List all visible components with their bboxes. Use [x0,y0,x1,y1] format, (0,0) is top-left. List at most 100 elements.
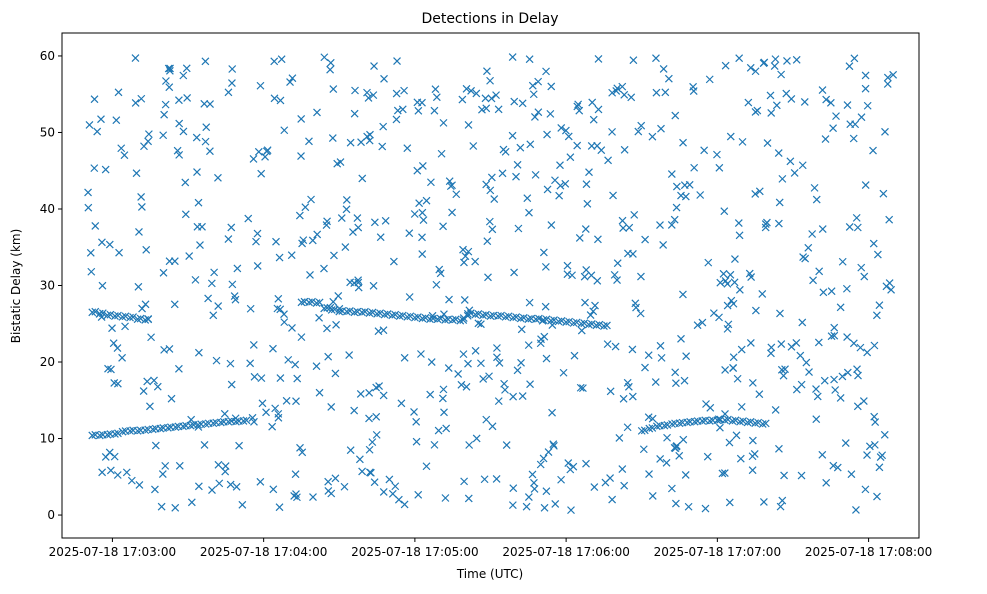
noise-detection-point [157,502,166,511]
noise-detection-point [460,477,469,486]
track-detection-point [459,316,468,325]
noise-detection-point [636,309,645,318]
noise-detection-point [543,185,552,194]
track-detection-point [350,308,359,317]
noise-detection-point [849,339,858,348]
noise-detection-point [672,442,681,451]
track-detection-point [144,315,153,324]
noise-detection-point [865,442,874,451]
noise-detection-point [703,452,712,461]
noise-detection-point [843,101,852,110]
noise-detection-point [854,371,862,380]
noise-detection-point [269,344,277,353]
noise-detection-point [696,191,705,199]
noise-detection-point [549,441,558,450]
noise-detection-point [603,340,612,349]
noise-detection-point [147,333,156,342]
noise-detection-point [526,140,535,149]
noise-detection-point [474,319,483,328]
noise-detection-point [574,100,583,109]
noise-detection-point [122,468,131,477]
noise-detection-point [812,415,821,424]
noise-detection-point [337,214,346,222]
noise-detection-point [418,233,426,242]
noise-detection-point [786,157,795,166]
noise-detection-point [737,402,746,411]
track-detection-point [736,417,744,426]
noise-detection-point [514,224,523,233]
noise-detection-point [853,365,861,374]
noise-detection-point [276,374,285,383]
noise-detection-point [870,440,879,449]
noise-detection-point [517,325,526,334]
noise-detection-point [853,223,862,232]
track-detection-point [395,312,404,321]
noise-detection-point [720,207,729,216]
noise-detection-point [132,169,141,178]
track-detection-point [675,419,684,428]
noise-detection-point [778,174,787,183]
noise-detection-point [97,115,105,124]
noise-detection-point [671,499,680,508]
noise-detection-point [410,407,418,416]
noise-detection-point [208,486,216,495]
track-detection-point [118,312,127,321]
noise-detection-point [829,124,838,133]
noise-detection-point [483,67,491,76]
noise-detection-point [410,210,419,218]
noise-detection-point [664,74,673,83]
noise-detection-point [580,272,589,281]
track-detection-point [550,316,558,325]
y-tick-label: 40 [40,202,55,216]
track-detection-point [406,312,415,321]
noise-detection-point [273,304,282,313]
noise-detection-point [721,409,729,418]
noise-detection-point [619,224,628,232]
noise-detection-point [831,386,840,394]
noise-detection-point [165,66,174,75]
noise-detection-point [777,340,786,348]
track-detection-point [88,308,97,317]
noise-detection-point [606,387,615,396]
noise-detection-point [510,97,519,106]
noise-detection-point [774,149,783,157]
noise-detection-point [293,493,301,502]
noise-detection-point [796,351,805,360]
noise-detection-point [288,74,297,83]
noise-detection-point [227,223,236,232]
noise-detection-point [618,82,627,91]
noise-detection-point [117,144,126,153]
noise-detection-point [363,88,371,97]
track-detection-point [524,315,533,324]
track-detection-point [600,322,608,330]
noise-detection-point [167,394,176,403]
noise-detection-point [159,131,168,140]
noise-detection-point [782,89,791,98]
noise-detection-point [231,295,240,304]
noise-detection-point [585,168,593,177]
noise-detection-point [206,147,214,156]
noise-detection-point [478,105,486,114]
x-tick-label: 2025-07-18 17:07:00 [654,545,781,559]
x-tick-label: 2025-07-18 17:05:00 [351,545,478,559]
noise-detection-point [108,324,116,333]
noise-detection-point [291,360,300,369]
noise-detection-point [329,297,338,306]
noise-detection-point [709,309,718,318]
track-detection-point [365,309,374,317]
noise-detection-point [863,348,872,357]
noise-detection-point [137,94,146,103]
noise-detection-point [561,179,570,188]
noise-detection-point [698,318,707,327]
noise-detection-point [508,53,517,61]
track-detection-point [713,416,722,425]
noise-detection-point [672,203,681,212]
track-detection-point [163,423,172,432]
noise-detection-point [863,101,872,110]
noise-detection-point [417,350,425,358]
noise-detection-point [140,142,148,151]
x-tick-label: 2025-07-18 17:06:00 [502,545,629,559]
noise-detection-point [582,180,591,189]
noise-detection-point [881,127,889,136]
